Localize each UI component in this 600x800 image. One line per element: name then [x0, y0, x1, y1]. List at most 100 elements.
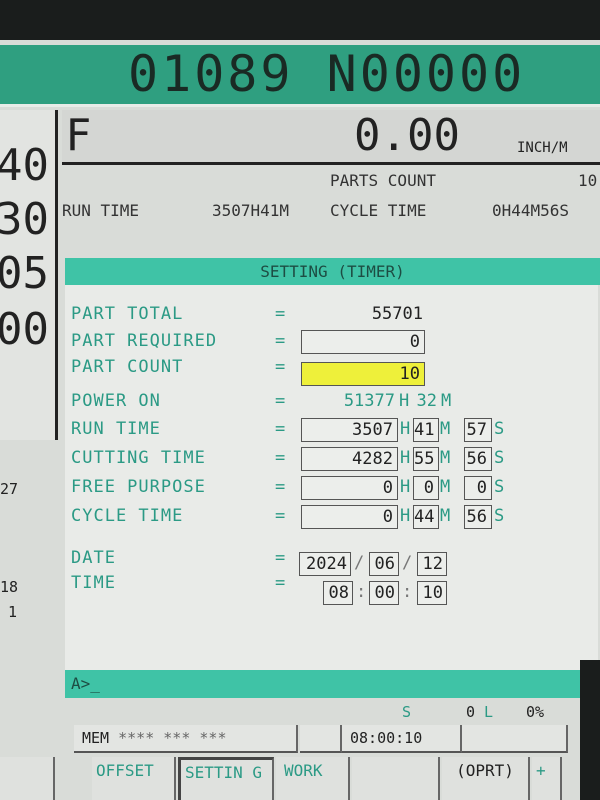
side-value: 1: [8, 603, 18, 621]
feed-label: F: [66, 110, 92, 161]
cycle-time-seconds-input[interactable]: 56: [464, 505, 492, 529]
part-required-input[interactable]: 0: [301, 330, 425, 354]
part-required-label: PART REQUIRED: [71, 331, 218, 351]
mode-status: MEM **** *** ***: [74, 725, 298, 753]
equals: =: [275, 419, 286, 439]
equals: =: [275, 391, 286, 411]
position-panel: 40 30 05 00: [0, 110, 58, 440]
hours-unit: H: [399, 391, 410, 411]
mode-status-stars: **** *** ***: [118, 729, 227, 747]
time-second-input[interactable]: 10: [417, 581, 447, 605]
run-time-minutes-input[interactable]: 41: [413, 418, 439, 442]
load-label: L: [484, 703, 494, 721]
softkey-back[interactable]: [0, 757, 55, 800]
feed-value: 0.00: [354, 110, 460, 161]
hours-unit: H: [400, 419, 411, 439]
program-number: 01089 N00000: [128, 45, 526, 103]
parts-count-label: PARTS COUNT: [330, 171, 436, 190]
part-count-input[interactable]: 10: [301, 362, 425, 386]
clock: 08:00:10: [342, 725, 462, 753]
time-separator: :: [402, 582, 413, 602]
cycle-time-value: 0H44M56S: [492, 201, 570, 220]
power-on-label: POWER ON: [71, 391, 161, 411]
cutting-time-seconds-input[interactable]: 56: [464, 447, 492, 471]
date-separator: /: [354, 553, 365, 573]
free-purpose-hours-input[interactable]: 0: [301, 476, 398, 500]
time-separator: :: [356, 582, 367, 602]
run-time-label: RUN TIME: [71, 419, 161, 439]
hours-unit: H: [400, 448, 411, 468]
seconds-unit: S: [494, 419, 505, 439]
seconds-unit: S: [494, 506, 505, 526]
softkey-next[interactable]: +: [532, 757, 562, 800]
date-year-input[interactable]: 2024: [299, 552, 351, 576]
minutes-unit: M: [440, 506, 451, 526]
cutting-time-label: CUTTING TIME: [71, 448, 206, 468]
part-total-value: 55701: [371, 304, 423, 324]
feed-panel: F 0.00 INCH/M: [62, 110, 600, 165]
status-cell: [462, 725, 568, 753]
command-input[interactable]: A>_: [65, 670, 600, 698]
bezel: [580, 660, 600, 800]
run-time-label: RUN TIME: [62, 201, 140, 220]
power-on-hours: 51377: [343, 391, 395, 411]
minutes-unit: M: [440, 419, 451, 439]
equals: =: [275, 304, 286, 324]
free-purpose-seconds-input[interactable]: 0: [464, 476, 492, 500]
minutes-unit: M: [441, 391, 452, 411]
parts-count-value: 10: [578, 171, 598, 190]
part-total-label: PART TOTAL: [71, 304, 184, 324]
mode: MEM: [82, 729, 110, 747]
seconds-unit: S: [494, 477, 505, 497]
cutting-time-hours-input[interactable]: 4282: [301, 447, 398, 471]
position-value: 00: [0, 304, 49, 355]
status-cell: [300, 725, 342, 753]
minutes-unit: M: [440, 448, 451, 468]
softkey-setting[interactable]: SETTIN G: [178, 757, 274, 800]
position-value: 30: [0, 194, 49, 245]
equals: =: [275, 477, 286, 497]
spindle-label: S: [402, 703, 412, 721]
minutes-unit: M: [440, 477, 451, 497]
free-purpose-minutes-input[interactable]: 0: [413, 476, 439, 500]
run-time-seconds-input[interactable]: 57: [464, 418, 492, 442]
free-purpose-label: FREE PURPOSE: [71, 477, 206, 497]
equals: =: [275, 357, 286, 377]
position-value: 40: [0, 140, 49, 191]
equals: =: [275, 331, 286, 351]
date-label: DATE: [71, 548, 116, 568]
run-time-hours-input[interactable]: 3507: [301, 418, 398, 442]
timer-settings: PART TOTAL = 55701 PART REQUIRED = 0 PAR…: [65, 285, 598, 670]
run-time-value: 3507H41M: [212, 201, 290, 220]
softkey-work[interactable]: WORK: [276, 757, 350, 800]
softkey-operation[interactable]: (OPRT): [442, 757, 530, 800]
equals: =: [275, 573, 286, 593]
override-percent: 0%: [526, 703, 545, 721]
screen-title: SETTING (TIMER): [65, 258, 600, 285]
cycle-time-minutes-input[interactable]: 44: [413, 505, 439, 529]
equals: =: [275, 506, 286, 526]
softkey-blank[interactable]: [352, 757, 440, 800]
cycle-time-label: CYCLE TIME: [71, 506, 184, 526]
program-header: 01089 N00000: [0, 45, 600, 107]
equals: =: [275, 548, 286, 568]
power-on-minutes: 32: [416, 391, 437, 411]
equals: =: [275, 448, 286, 468]
hours-unit: H: [400, 506, 411, 526]
spindle-value: 0: [466, 703, 476, 721]
time-minute-input[interactable]: 00: [369, 581, 399, 605]
position-value: 05: [0, 248, 49, 299]
softkey-offset[interactable]: OFFSET: [92, 757, 176, 800]
part-count-label: PART COUNT: [71, 357, 184, 377]
date-separator: /: [402, 553, 413, 573]
date-day-input[interactable]: 12: [417, 552, 447, 576]
time-label: TIME: [71, 573, 116, 593]
date-month-input[interactable]: 06: [369, 552, 399, 576]
feed-unit: INCH/M: [517, 140, 568, 156]
cycle-time-hours-input[interactable]: 0: [301, 505, 398, 529]
cutting-time-minutes-input[interactable]: 55: [413, 447, 439, 471]
side-value: 27: [0, 480, 19, 498]
seconds-unit: S: [494, 448, 505, 468]
hours-unit: H: [400, 477, 411, 497]
time-hour-input[interactable]: 08: [323, 581, 353, 605]
